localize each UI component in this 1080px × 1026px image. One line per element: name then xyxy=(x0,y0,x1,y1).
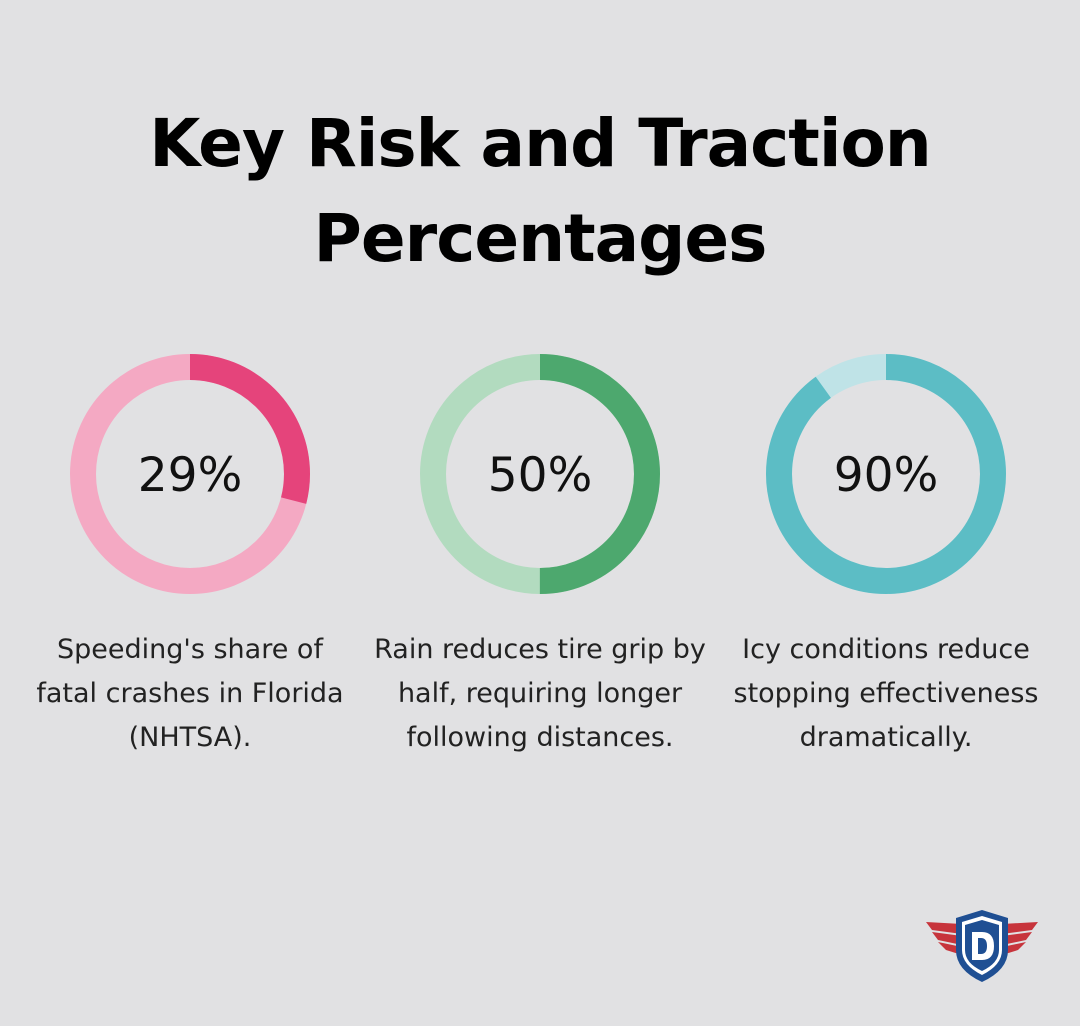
stat-description: Icy conditions reduce stopping effective… xyxy=(733,634,1039,753)
title-line-1: Key Risk and Traction xyxy=(149,105,932,182)
donut-chart-rain: 50% xyxy=(420,354,660,594)
logo-wings xyxy=(926,922,1038,955)
donut-chart-speeding: 29% xyxy=(70,354,310,594)
title-line-2: Percentages xyxy=(313,200,768,277)
logo-letter xyxy=(972,932,994,960)
donut-value-label: 90% xyxy=(834,448,938,503)
stat-card-speeding: 29% Speeding's share of fatal crashes in… xyxy=(18,352,362,760)
donut-chart-ice: 90% xyxy=(766,354,1006,594)
page-title: Key Risk and Traction Percentages xyxy=(0,96,1080,286)
shield-logo-icon xyxy=(926,910,1038,982)
stat-description: Rain reduces tire grip by half, requirin… xyxy=(374,634,706,753)
donut-value-label: 50% xyxy=(488,448,592,503)
stat-card-rain: 50% Rain reduces tire grip by half, requ… xyxy=(368,352,712,760)
donut-value-slice xyxy=(70,354,310,594)
donut-value-label: 29% xyxy=(138,448,242,503)
donut-value-slice xyxy=(766,354,1006,594)
donut-value-slice xyxy=(420,354,660,594)
stat-description: Speeding's share of fatal crashes in Flo… xyxy=(36,634,344,753)
stat-card-ice: 90% Icy conditions reduce stopping effec… xyxy=(714,352,1058,760)
